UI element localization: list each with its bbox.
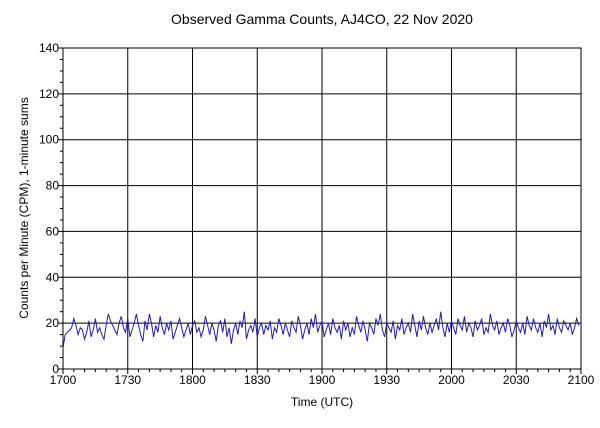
y-tick-label: 120 [39,87,59,101]
grid-lines [63,48,581,369]
y-tick-label: 60 [46,224,60,238]
chart-title: Observed Gamma Counts, AJ4CO, 22 Nov 202… [171,11,473,27]
x-tick-label: 2030 [503,373,530,387]
series-line [62,311,580,349]
y-axis-label: Counts per Minute (CPM), 1-minute sums [17,97,31,318]
x-axis: 1700 1730 1800 1830 1900 1930 2000 2030 2100 [50,369,595,387]
x-axis-label: Time (UTC) [291,395,353,409]
y-tick-label: 100 [39,133,59,147]
x-tick-label: 1930 [373,373,400,387]
y-tick-label: 20 [46,316,60,330]
x-tick-label: 1700 [50,373,77,387]
y-tick-label: 40 [46,270,60,284]
y-axis: 0 20 40 60 80 100 120 140 [39,41,63,376]
x-tick-label: 2000 [438,373,465,387]
y-tick-label: 0 [52,362,59,376]
x-tick-label: 1900 [309,373,336,387]
series-layer [62,311,580,349]
y-tick-label: 140 [39,41,59,55]
x-tick-label: 2100 [568,373,595,387]
y-tick-label: 80 [46,179,60,193]
x-tick-label: 1830 [244,373,271,387]
x-tick-label: 1800 [179,373,206,387]
x-tick-label: 1730 [114,373,141,387]
